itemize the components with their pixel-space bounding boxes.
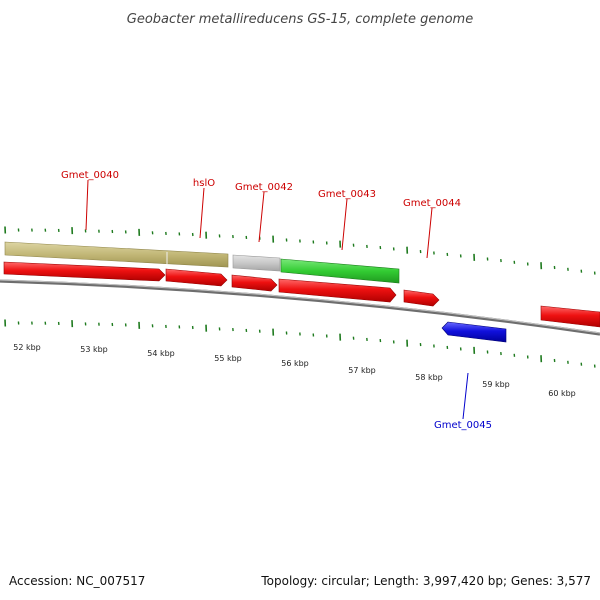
scale-label: 54 kbp [147, 349, 175, 358]
scale-label: 55 kbp [214, 354, 242, 363]
gene-arrow-gmet-0043[interactable] [278, 278, 397, 303]
genome-backbone [0, 279, 600, 336]
scale-label: 58 kbp [415, 373, 443, 382]
scale-label: 57 kbp [348, 366, 376, 375]
inner-tick-row [4, 319, 596, 368]
feature-tan [4, 241, 229, 268]
gene-arrow-gmet-0045[interactable] [441, 321, 507, 343]
feature-green [280, 258, 400, 284]
scale-label: 56 kbp [281, 359, 309, 368]
genome-summary-text: Topology: circular; Length: 3,997,420 bp… [260, 574, 591, 588]
gene-arrow-gmet-0044[interactable] [403, 289, 440, 307]
gene-label-gmet-0042[interactable]: Gmet_0042 [235, 182, 293, 193]
scale-label: 53 kbp [80, 345, 108, 354]
gene-label-gmet-0044[interactable]: Gmet_0044 [403, 198, 461, 209]
scale-label: 59 kbp [482, 380, 510, 389]
scale-label: 52 kbp [13, 343, 41, 352]
map-title: Geobacter metallireducens GS-15, complet… [127, 12, 473, 27]
outer-tick-row [4, 226, 596, 275]
scale-label: 60 kbp [548, 389, 576, 398]
gene-arrow-hslo[interactable] [165, 268, 228, 287]
gene-label-hslo[interactable]: hslO [193, 178, 215, 189]
accession-text: Accession: NC_007517 [9, 574, 145, 588]
gene-arrow-gmet-0042[interactable] [231, 274, 278, 292]
gene-arrow-offscreen[interactable] [540, 305, 600, 328]
gene-label-gmet-0040[interactable]: Gmet_0040 [61, 170, 119, 181]
feature-gray [232, 254, 281, 272]
gene-arrow-gmet-0040[interactable] [3, 261, 166, 282]
gene-label-gmet-0045[interactable]: Gmet_0045 [434, 420, 492, 431]
gene-label-gmet-0043[interactable]: Gmet_0043 [318, 189, 376, 200]
